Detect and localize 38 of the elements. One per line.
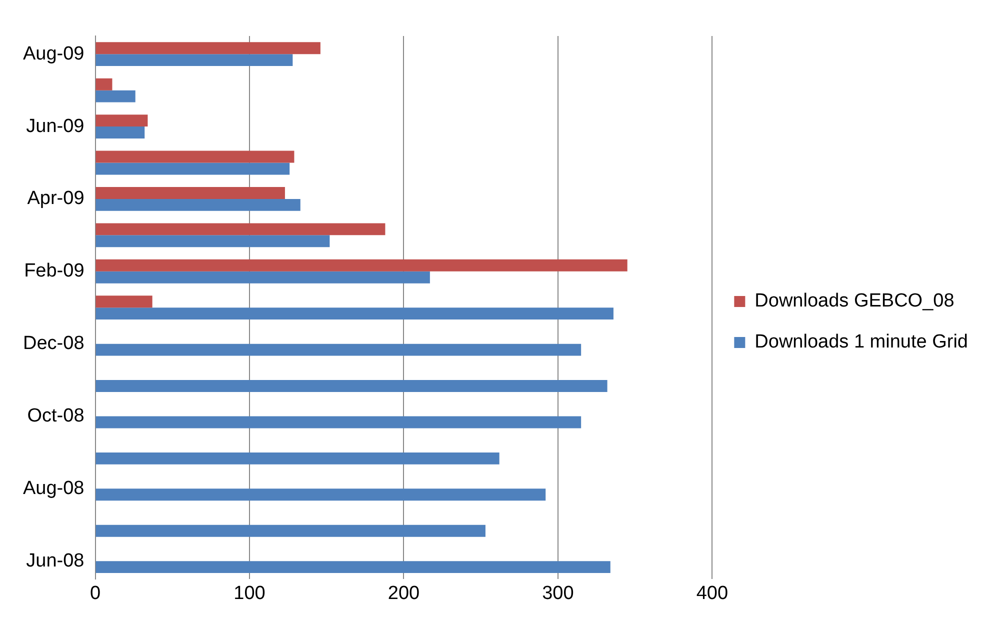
x-tick-label: 200	[388, 582, 420, 604]
bar	[96, 271, 430, 284]
x-tick-label: 100	[234, 582, 266, 604]
bar	[96, 223, 386, 236]
bar	[96, 42, 320, 54]
bar	[96, 114, 148, 127]
bar	[96, 416, 582, 428]
legend-label: Downloads 1 minute Grid	[754, 332, 968, 353]
y-tick-label: Jun-09	[26, 116, 84, 137]
y-tick-label: Feb-09	[24, 260, 84, 282]
bar	[96, 452, 500, 464]
bar	[96, 198, 300, 211]
x-tick-label: 400	[696, 582, 728, 604]
bar	[96, 162, 290, 175]
bar	[96, 126, 145, 138]
y-tick-label: Aug-08	[22, 478, 84, 499]
bar	[96, 344, 582, 356]
bar	[96, 150, 294, 163]
x-tick-label: 300	[542, 582, 574, 604]
y-tick-label: Oct-08	[27, 405, 84, 426]
bar	[96, 235, 330, 248]
x-tick-label: 0	[90, 582, 101, 604]
bar	[96, 524, 486, 537]
y-tick-label: Apr-09	[27, 188, 84, 210]
bar	[96, 259, 628, 272]
y-tick-label: Jun-08	[26, 550, 84, 572]
bar	[96, 90, 136, 102]
y-tick-label: Aug-09	[22, 43, 84, 64]
bar	[96, 561, 610, 574]
bar	[96, 296, 152, 308]
y-tick-label: Dec-08	[23, 333, 84, 354]
bar	[96, 54, 293, 66]
bar	[96, 187, 285, 199]
bar	[96, 308, 614, 320]
legend-label: Downloads GEBCO_08	[754, 290, 954, 312]
bar	[96, 380, 608, 392]
bar	[96, 488, 546, 501]
bar	[96, 78, 112, 90]
